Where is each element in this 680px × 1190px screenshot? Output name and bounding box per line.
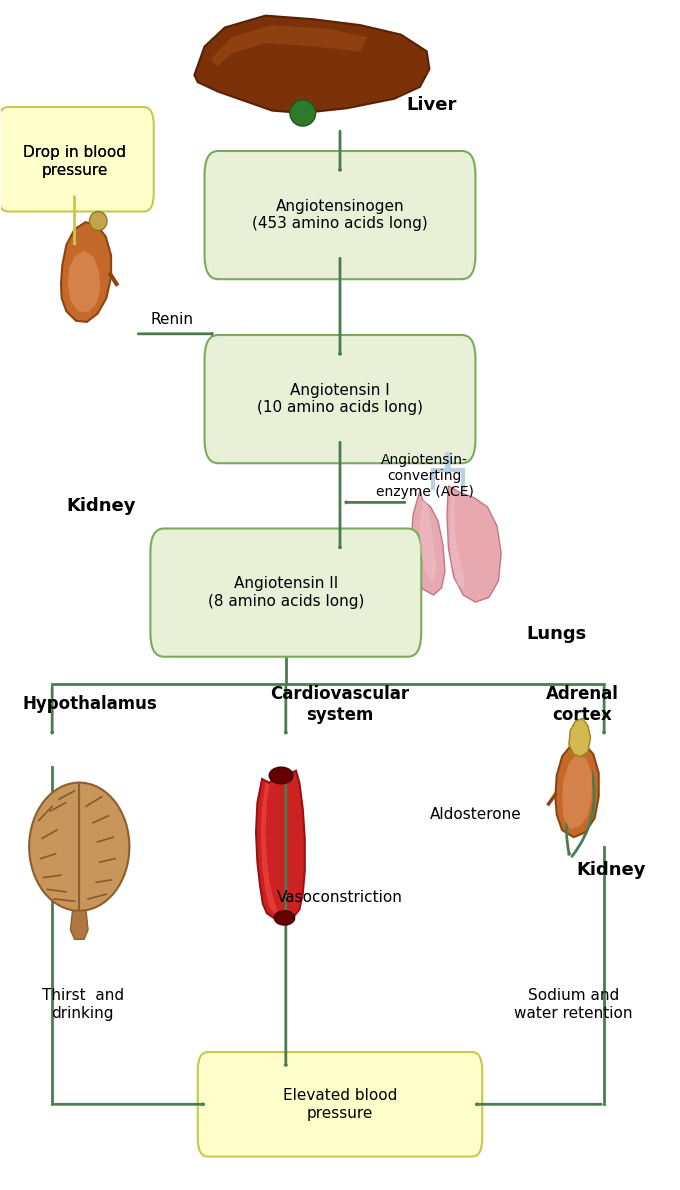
- Text: Vasoconstriction: Vasoconstriction: [277, 890, 403, 906]
- Ellipse shape: [269, 768, 293, 784]
- Polygon shape: [449, 494, 464, 589]
- FancyBboxPatch shape: [0, 107, 154, 212]
- Polygon shape: [256, 771, 305, 921]
- Ellipse shape: [290, 100, 316, 126]
- Text: Hypothalamus: Hypothalamus: [22, 695, 157, 713]
- Polygon shape: [420, 500, 436, 583]
- Polygon shape: [211, 25, 367, 67]
- Text: Cardiovascular
system: Cardiovascular system: [271, 684, 409, 724]
- Polygon shape: [260, 783, 277, 913]
- Ellipse shape: [90, 212, 107, 231]
- Text: Angiotensin-
converting
enzyme (ACE): Angiotensin- converting enzyme (ACE): [376, 453, 473, 500]
- Text: Renin: Renin: [150, 312, 194, 327]
- Text: Angiotensin I
(10 amino acids long): Angiotensin I (10 amino acids long): [257, 383, 423, 415]
- Polygon shape: [71, 910, 88, 939]
- Polygon shape: [68, 251, 100, 313]
- Text: Kidney: Kidney: [67, 497, 137, 515]
- FancyBboxPatch shape: [198, 1052, 482, 1157]
- FancyBboxPatch shape: [150, 528, 422, 657]
- Polygon shape: [447, 486, 501, 602]
- Text: Drop in blood
pressure: Drop in blood pressure: [23, 145, 126, 177]
- Polygon shape: [61, 223, 111, 322]
- Text: Angiotensin II
(8 amino acids long): Angiotensin II (8 amino acids long): [207, 576, 364, 609]
- Ellipse shape: [29, 783, 129, 910]
- Polygon shape: [556, 743, 598, 838]
- Text: Thirst  and
drinking: Thirst and drinking: [41, 989, 124, 1021]
- Text: Sodium and
water retention: Sodium and water retention: [514, 989, 633, 1021]
- Polygon shape: [569, 719, 590, 757]
- Polygon shape: [411, 490, 445, 595]
- Text: Adrenal
cortex: Adrenal cortex: [546, 684, 619, 724]
- Polygon shape: [194, 15, 429, 113]
- Ellipse shape: [274, 910, 294, 925]
- Text: Drop in blood
pressure: Drop in blood pressure: [23, 145, 126, 177]
- FancyBboxPatch shape: [205, 151, 475, 280]
- Text: Liver: Liver: [406, 95, 456, 114]
- Text: Aldosterone: Aldosterone: [430, 807, 522, 822]
- Text: Elevated blood
pressure: Elevated blood pressure: [283, 1088, 397, 1121]
- Text: Lungs: Lungs: [526, 625, 587, 643]
- Text: Kidney: Kidney: [576, 862, 645, 879]
- Polygon shape: [562, 754, 592, 829]
- Text: Angiotensinogen
(453 amino acids long): Angiotensinogen (453 amino acids long): [252, 199, 428, 231]
- FancyBboxPatch shape: [205, 336, 475, 463]
